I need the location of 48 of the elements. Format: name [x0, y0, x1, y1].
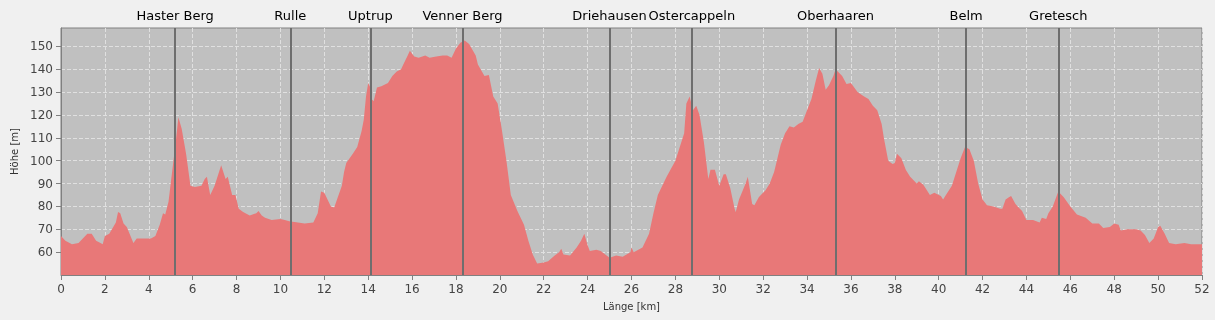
x-tick-label: 12 — [316, 282, 332, 296]
x-tick-label: 36 — [843, 282, 859, 296]
ref-line-label: Uptrup — [348, 8, 393, 23]
x-tick-label: 0 — [57, 282, 65, 296]
y-tick-label: 70 — [37, 222, 53, 237]
x-tick-label: 22 — [536, 282, 552, 296]
x-tick-label: 32 — [755, 282, 771, 296]
ref-line-label: Ostercappeln — [648, 8, 736, 23]
x-tick-label: 34 — [799, 282, 815, 296]
y-tick-label: 140 — [30, 62, 53, 77]
ref-line-label: Driehausen — [572, 8, 647, 23]
y-tick-label: 60 — [37, 245, 53, 260]
ref-line-label: Belm — [949, 8, 983, 23]
x-tick-label: 18 — [448, 282, 464, 296]
x-tick-label: 38 — [887, 282, 903, 296]
x-tick-label: 2 — [101, 282, 109, 296]
x-tick-label: 40 — [931, 282, 947, 296]
x-tick-label: 44 — [1018, 282, 1035, 296]
ref-line-label: Gretesch — [1029, 8, 1088, 23]
x-tick-label: 6 — [188, 282, 197, 296]
x-tick-label: 4 — [144, 282, 153, 296]
x-tick-label: 28 — [667, 282, 684, 296]
y-tick-label: 100 — [30, 153, 53, 168]
x-tick-label: 20 — [492, 282, 508, 296]
ref-line-label: Haster Berg — [136, 8, 214, 23]
x-tick-label: 48 — [1106, 282, 1122, 296]
x-tick-label: 10 — [272, 282, 289, 296]
x-tick-label: 42 — [974, 282, 991, 296]
x-axis-title: Länge [km] — [602, 300, 661, 312]
x-tick-label: 46 — [1062, 282, 1078, 296]
ref-line-label: Venner Berg — [422, 8, 503, 23]
x-tick-label: 30 — [711, 282, 727, 296]
y-tick-label: 90 — [37, 176, 53, 191]
y-tick-label: 150 — [30, 39, 53, 54]
x-tick-label: 14 — [360, 282, 376, 296]
y-axis-title: Höhe [m] — [8, 127, 20, 175]
y-tick-label: 110 — [30, 130, 53, 145]
x-tick-label: 16 — [404, 282, 420, 296]
x-tick-label: 50 — [1150, 282, 1166, 296]
y-tick-label: 130 — [30, 85, 53, 100]
x-tick-label: 8 — [232, 282, 241, 296]
y-tick-label: 80 — [37, 199, 53, 214]
ref-line-label: Oberhaaren — [797, 8, 875, 23]
ref-line-label: Rulle — [274, 8, 307, 23]
x-tick-label: 52 — [1194, 282, 1210, 296]
x-tick-label: 26 — [623, 282, 640, 296]
y-tick-label: 120 — [30, 107, 53, 122]
x-tick-label: 24 — [579, 282, 596, 296]
